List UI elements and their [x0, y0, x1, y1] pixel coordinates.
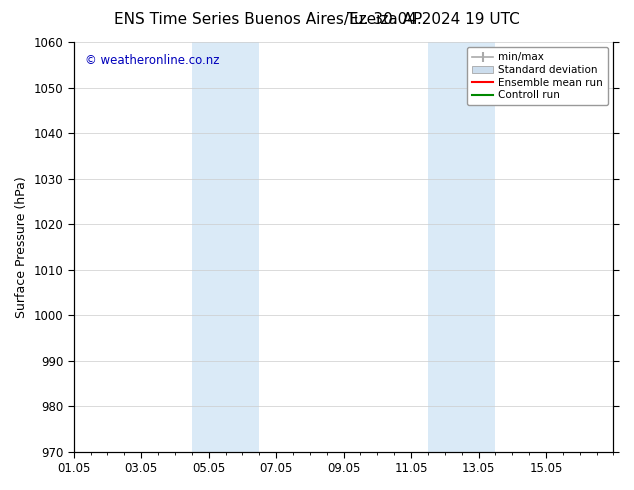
Text: Tu. 30.04.2024 19 UTC: Tu. 30.04.2024 19 UTC [347, 12, 520, 27]
Bar [192, 42, 259, 452]
Legend: min/max, Standard deviation, Ensemble mean run, Controll run: min/max, Standard deviation, Ensemble me… [467, 47, 608, 105]
Text: © weatheronline.co.nz: © weatheronline.co.nz [84, 54, 219, 67]
Bar [428, 42, 495, 452]
Text: ENS Time Series Buenos Aires/Ezeiza AP: ENS Time Series Buenos Aires/Ezeiza AP [114, 12, 422, 27]
Y-axis label: Surface Pressure (hPa): Surface Pressure (hPa) [15, 176, 28, 318]
